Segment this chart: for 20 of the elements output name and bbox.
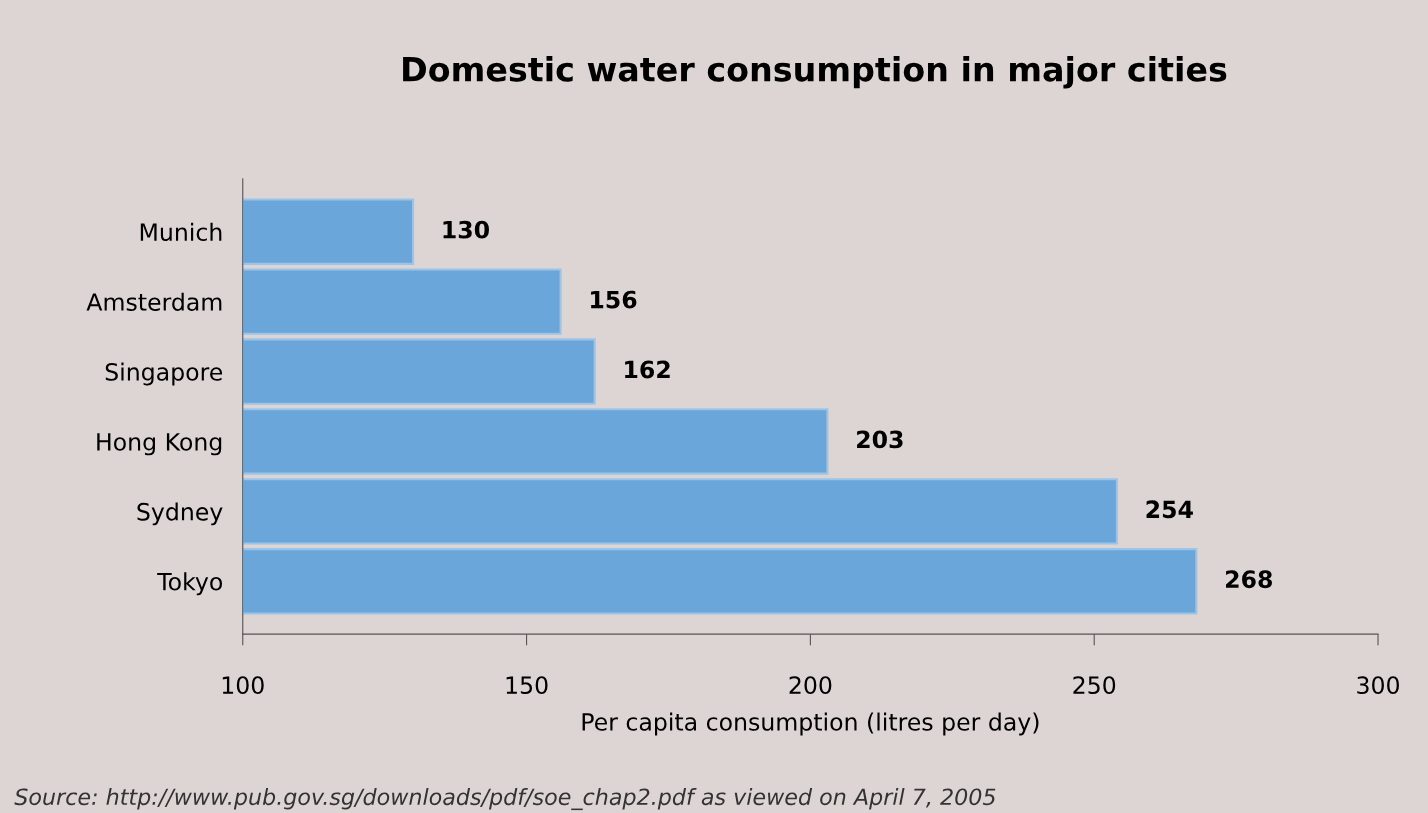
source-note: Source: http://www.pub.gov.sg/downloads/pdf/soe_chap2.pdf as viewed on April 7, 2005 — [14, 787, 996, 811]
x-tick-label: 250 — [1073, 676, 1116, 695]
data-label: 130 — [443, 220, 489, 239]
data-label: 203 — [857, 430, 903, 449]
data-label: 268 — [1226, 570, 1272, 589]
x-tick-label: 150 — [506, 676, 548, 695]
chart-title: Domestic water consumption in major cities — [403, 55, 1227, 89]
y-tick-label: Singapore — [105, 362, 223, 386]
x-tick-label: 300 — [1357, 676, 1399, 695]
y-tick-label: Amsterdam — [86, 292, 222, 311]
data-label: 162 — [625, 360, 670, 379]
x-tick-label: 200 — [789, 676, 832, 695]
y-tick-label: Tokyo — [157, 572, 223, 596]
y-tick-label: Hong Kong — [97, 433, 222, 456]
data-label: 156 — [591, 290, 637, 309]
y-tick-label: Sydney — [137, 502, 223, 526]
x-axis-title: Per capita consumption (litres per day) — [582, 712, 1039, 736]
x-tick-label: 100 — [222, 676, 264, 695]
data-label: 254 — [1146, 500, 1193, 519]
y-tick-label: Munich — [140, 222, 222, 242]
